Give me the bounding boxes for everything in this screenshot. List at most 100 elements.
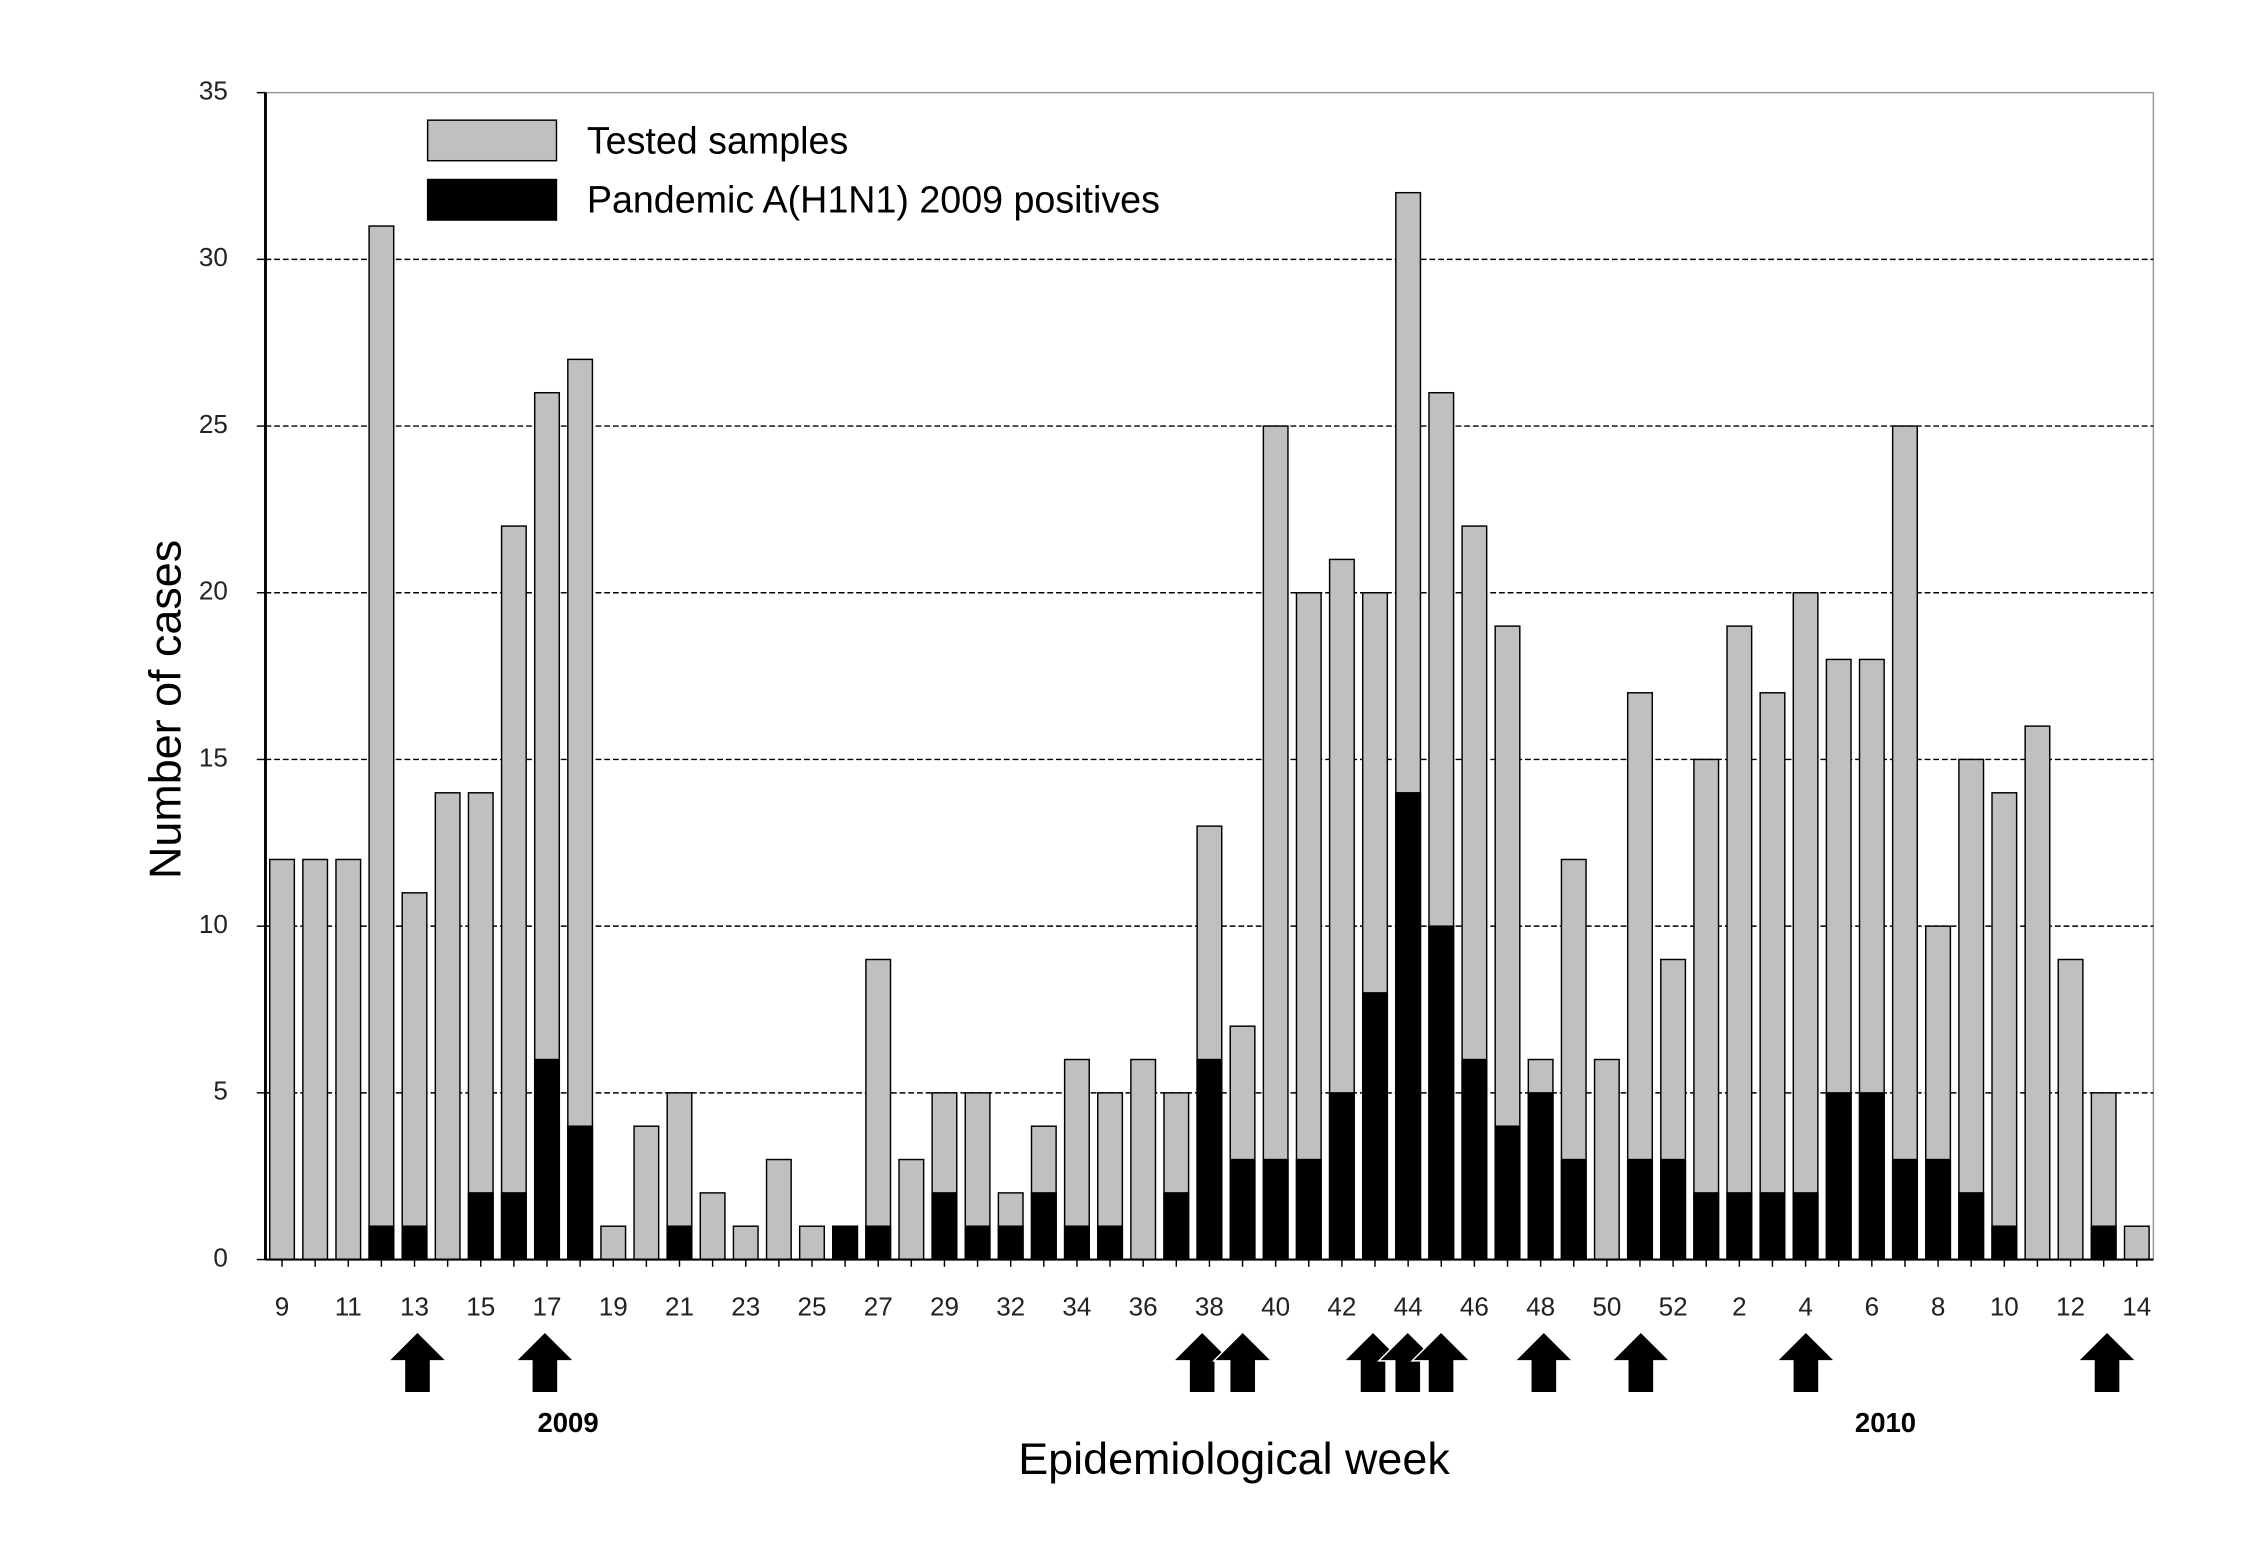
y-tick-label: 20 — [199, 576, 228, 606]
x-axis-label: Epidemiological week — [1018, 1433, 1450, 1484]
bar — [600, 1225, 627, 1261]
plot-area: 0 5 10 15 20 25 30 35 9 11 13 15 17 19 21 23 25 27 29 32 34 3… — [199, 76, 2155, 1322]
bar — [500, 1192, 527, 1261]
bar — [1295, 1158, 1322, 1261]
bar — [1560, 1158, 1587, 1261]
x-tick-label: 13 — [400, 1292, 429, 1322]
bar — [533, 1058, 561, 1261]
bar — [1262, 425, 1289, 1261]
arrow — [1212, 1330, 1274, 1394]
bar — [1726, 625, 1753, 1261]
arrow — [1610, 1330, 1672, 1394]
arrow — [386, 1330, 449, 1394]
bar — [865, 958, 892, 1261]
bar — [2090, 1225, 2117, 1261]
arrow — [1410, 1330, 1472, 1394]
bar — [1792, 592, 1819, 1261]
bar — [1925, 1158, 1952, 1261]
bar — [1726, 1192, 1753, 1261]
year-label: 2009 — [537, 1407, 598, 1438]
legend-label: Tested samples — [587, 119, 848, 161]
x-tick-label: 15 — [466, 1292, 495, 1322]
y-tick-label: 5 — [213, 1076, 227, 1106]
bar — [1097, 1225, 1124, 1261]
bar — [765, 1158, 792, 1261]
x-tick-label: 52 — [1659, 1292, 1688, 1322]
x-tick-label: 25 — [797, 1292, 826, 1322]
x-tick-label: 21 — [665, 1292, 694, 1322]
bar — [1361, 992, 1389, 1261]
year-label: 2010 — [1855, 1407, 1916, 1438]
legend-swatch — [426, 119, 558, 162]
bar — [1693, 758, 1720, 1261]
y-tick-label: 35 — [199, 76, 228, 106]
x-tick-label: 34 — [1062, 1292, 1091, 1322]
bar — [269, 858, 296, 1261]
y-tick-label: 0 — [213, 1242, 227, 1272]
bar — [1958, 758, 1985, 1261]
bar — [1063, 1225, 1090, 1261]
bar — [368, 225, 395, 1261]
bar — [2057, 958, 2084, 1261]
bar — [1759, 692, 1786, 1261]
bar — [699, 1192, 726, 1261]
x-tick-label: 36 — [1129, 1292, 1158, 1322]
y-tick-label: 25 — [199, 409, 228, 439]
bar — [467, 1192, 494, 1261]
x-tick-label: 50 — [1592, 1292, 1621, 1322]
bar — [401, 892, 428, 1261]
x-tick-label: 17 — [533, 1292, 562, 1322]
bar — [798, 1225, 825, 1261]
bar — [931, 1192, 958, 1261]
bar — [1229, 1158, 1256, 1261]
x-tick-label: 11 — [335, 1292, 362, 1322]
x-tick-label: 38 — [1195, 1292, 1224, 1322]
x-tick-label: 40 — [1261, 1292, 1290, 1322]
bar — [401, 1225, 428, 1261]
legend-label: Pandemic A(H1N1) 2009 positives — [587, 179, 1160, 221]
bar — [1295, 592, 1322, 1261]
bar — [1527, 1092, 1554, 1261]
bar — [368, 1225, 395, 1261]
bar — [898, 1158, 925, 1261]
x-tick-label: 19 — [599, 1292, 628, 1322]
bar — [567, 1125, 594, 1261]
bar — [500, 525, 527, 1261]
bar — [1825, 1092, 1852, 1261]
bar — [964, 1225, 991, 1261]
bar — [1759, 1192, 1786, 1261]
x-tick-label: 32 — [996, 1292, 1025, 1322]
bar — [1163, 1192, 1190, 1261]
bar — [1660, 1158, 1687, 1261]
arrows — [386, 1330, 2138, 1394]
bar — [1991, 792, 2018, 1261]
bar — [1858, 1092, 1885, 1261]
bar — [1395, 792, 1422, 1261]
bar — [467, 792, 494, 1261]
x-tick-label: 9 — [275, 1292, 290, 1322]
y-tick-label: 30 — [199, 242, 228, 272]
legend-swatch — [426, 178, 558, 221]
bar — [1196, 1058, 1223, 1261]
bar — [1428, 925, 1455, 1261]
bar — [302, 858, 329, 1261]
bar — [1130, 1058, 1157, 1261]
bar — [633, 1125, 660, 1261]
x-tick-label: 44 — [1394, 1292, 1423, 1322]
bar — [1262, 1158, 1289, 1261]
bar — [732, 1225, 759, 1261]
x-tick-label: 6 — [1865, 1292, 1880, 1322]
x-tick-label: 8 — [1931, 1292, 1946, 1322]
bar — [1693, 1192, 1720, 1261]
bar — [1461, 1058, 1488, 1261]
x-tick-label: 10 — [1990, 1292, 2019, 1322]
bar — [1626, 1158, 1654, 1261]
bar — [1891, 1158, 1918, 1261]
x-tick-label: 29 — [930, 1292, 959, 1322]
bar — [2123, 1225, 2150, 1261]
arrow — [1513, 1330, 1575, 1394]
bar — [434, 792, 461, 1261]
bar — [666, 1225, 693, 1261]
bar — [2024, 725, 2051, 1261]
